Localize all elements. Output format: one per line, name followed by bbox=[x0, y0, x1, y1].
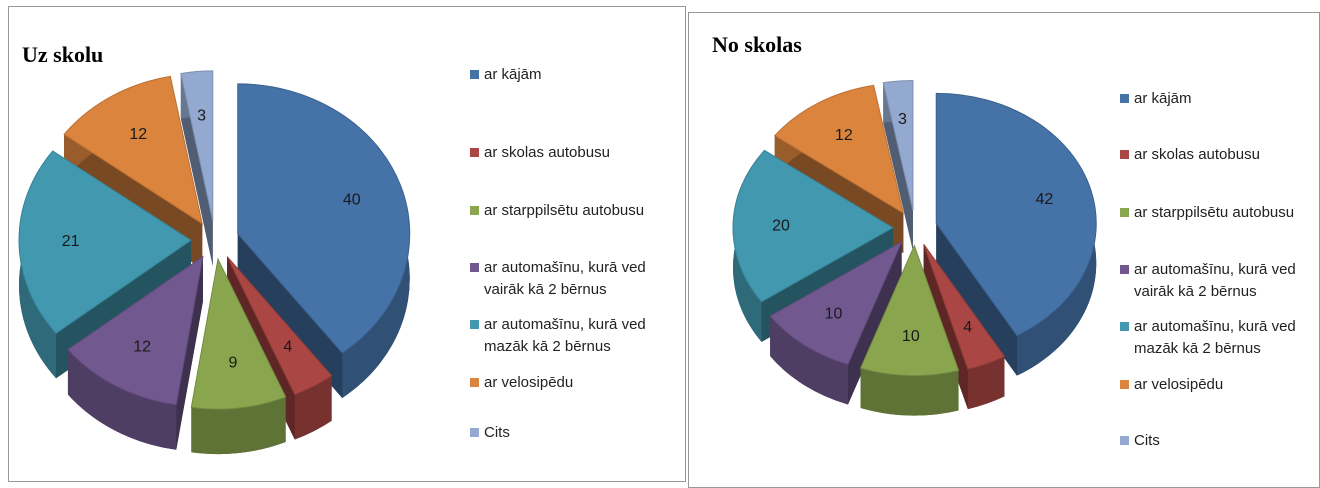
legend-label: ar automašīnu, kurā ved vairāk kā 2 bērn… bbox=[1134, 261, 1296, 300]
legend-item: ar kājām bbox=[470, 64, 542, 86]
slice bbox=[18, 150, 192, 334]
data-label: 42 bbox=[1035, 191, 1053, 208]
slice bbox=[180, 70, 214, 221]
slice bbox=[67, 255, 204, 406]
legend-swatch bbox=[470, 263, 479, 272]
slice bbox=[63, 75, 203, 225]
legend-swatch bbox=[470, 70, 479, 79]
legend-item: ar kājām bbox=[1120, 88, 1192, 110]
legend-swatch bbox=[470, 206, 479, 215]
slice bbox=[769, 240, 903, 366]
data-label: 21 bbox=[62, 233, 80, 250]
data-label: 40 bbox=[343, 191, 361, 208]
legend-item: Cits bbox=[470, 422, 510, 444]
data-label: 10 bbox=[825, 305, 843, 322]
legend-item: ar velosipēdu bbox=[470, 372, 573, 394]
legend-swatch bbox=[1120, 322, 1129, 331]
legend-label: ar automašīnu, kurā ved vairāk kā 2 bērn… bbox=[484, 259, 646, 298]
legend-label: ar skolas autobusu bbox=[1134, 146, 1260, 163]
legend-swatch bbox=[1120, 265, 1129, 274]
legend-swatch bbox=[1120, 380, 1129, 389]
slice bbox=[773, 84, 905, 215]
legend-item: ar velosipēdu bbox=[1120, 374, 1223, 396]
data-label: 9 bbox=[228, 354, 237, 371]
legend-item: ar automašīnu, kurā ved mazāk kā 2 bērnu… bbox=[1120, 316, 1320, 360]
legend-label: ar velosipēdu bbox=[484, 374, 574, 391]
legend-label: ar starppilsētu autobusu bbox=[484, 202, 645, 219]
legend-label: ar starppilsētu autobusu bbox=[1134, 204, 1295, 221]
legend-swatch bbox=[1120, 150, 1129, 159]
legend-label: ar kājām bbox=[1134, 90, 1192, 107]
legend-swatch bbox=[1120, 94, 1129, 103]
data-label: 3 bbox=[898, 111, 907, 128]
legend-label: Cits bbox=[1134, 432, 1160, 449]
chart-title: Uz skolu bbox=[22, 42, 104, 67]
slice bbox=[732, 149, 894, 303]
legend-item: ar automašīnu, kurā ved mazāk kā 2 bērnu… bbox=[470, 314, 685, 358]
data-label: 10 bbox=[902, 328, 920, 345]
legend-label: ar kājām bbox=[484, 66, 542, 83]
slice-side bbox=[883, 82, 913, 251]
legend-swatch bbox=[470, 320, 479, 329]
legend-item: ar skolas autobusu bbox=[1120, 144, 1260, 166]
data-label: 4 bbox=[963, 319, 972, 336]
legend-label: ar skolas autobusu bbox=[484, 144, 610, 161]
legend-item: ar skolas autobusu bbox=[470, 142, 610, 164]
slice-side bbox=[237, 233, 343, 398]
slice bbox=[882, 79, 914, 211]
legend-label: ar velosipēdu bbox=[1134, 376, 1224, 393]
slice bbox=[237, 83, 411, 354]
legend-swatch bbox=[470, 428, 479, 437]
slice-side bbox=[180, 73, 213, 266]
legend-item: ar starppilsētu autobusu bbox=[1120, 202, 1294, 224]
legend-label: Cits bbox=[484, 424, 510, 441]
legend-label: ar automašīnu, kurā ved mazāk kā 2 bērnu… bbox=[1134, 318, 1296, 357]
data-label: 12 bbox=[133, 338, 151, 355]
chart-box bbox=[8, 6, 686, 482]
slice bbox=[226, 256, 333, 396]
data-label: 20 bbox=[772, 218, 790, 235]
slice-wall bbox=[67, 349, 177, 450]
legend-item: ar automašīnu, kurā ved vairāk kā 2 bērn… bbox=[1120, 259, 1320, 303]
slice-wall bbox=[967, 356, 1005, 410]
chart-title: No skolas bbox=[712, 32, 802, 57]
legend-swatch bbox=[470, 148, 479, 157]
legend-swatch bbox=[1120, 436, 1129, 445]
slice-wall bbox=[294, 375, 332, 440]
legend-item: Cits bbox=[1120, 430, 1160, 452]
slice bbox=[935, 92, 1097, 337]
data-label: 4 bbox=[283, 338, 292, 355]
data-label: 12 bbox=[835, 127, 853, 144]
slice-wall bbox=[860, 368, 959, 416]
legend-label: ar automašīnu, kurā ved mazāk kā 2 bērnu… bbox=[484, 316, 646, 355]
slice bbox=[923, 243, 1006, 370]
slice-wall bbox=[191, 396, 286, 455]
slice bbox=[859, 244, 960, 377]
legend-item: ar automašīnu, kurā ved vairāk kā 2 bērn… bbox=[470, 257, 685, 301]
data-label: 12 bbox=[129, 126, 147, 143]
legend-swatch bbox=[470, 378, 479, 387]
slice-wall bbox=[770, 316, 848, 405]
slice-side bbox=[936, 223, 1017, 376]
legend-item: ar starppilsētu autobusu bbox=[470, 200, 644, 222]
slice bbox=[190, 257, 287, 410]
data-label: 3 bbox=[197, 108, 206, 125]
legend-swatch bbox=[1120, 208, 1129, 217]
